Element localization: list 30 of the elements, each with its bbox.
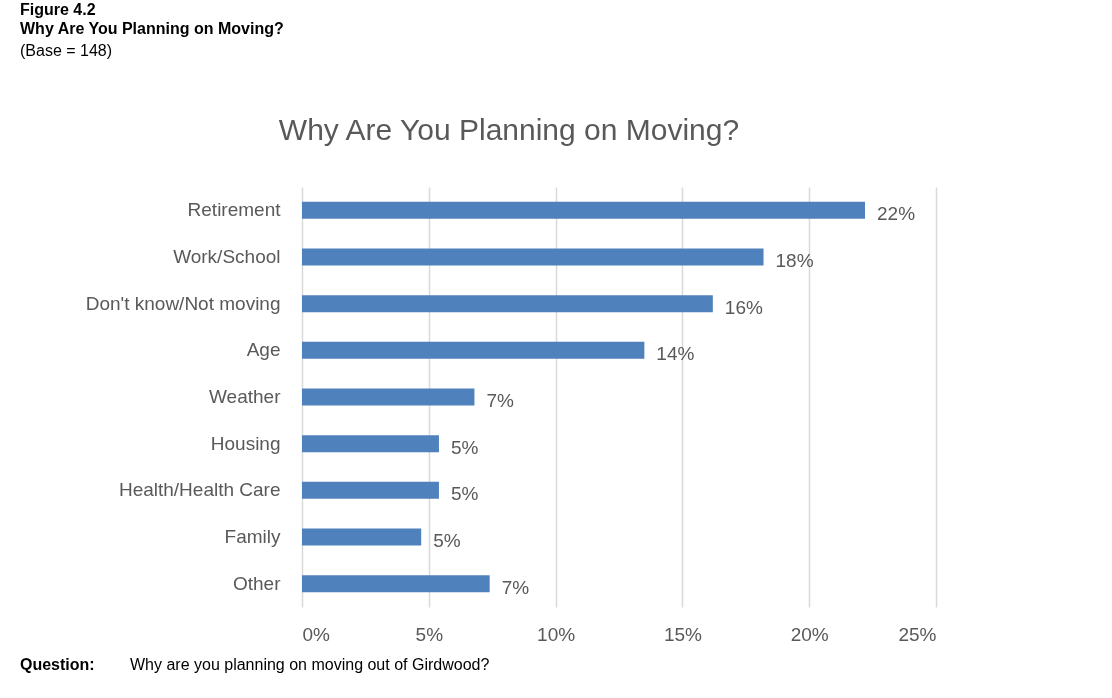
x-tick-label: 15% (663, 623, 703, 645)
y-tick-label: Health/Health Care (118, 479, 281, 501)
x-tick-label: 25% (898, 623, 937, 645)
caption: Figure 4.2 (20, 1, 96, 18)
chart-title: Why Are You Planning on Moving? (278, 113, 740, 146)
data-label: 5% (450, 436, 479, 458)
y-tick-label: Weather (209, 386, 282, 407)
data-label: 14% (656, 343, 695, 365)
text: Question: (20, 656, 95, 673)
data-label: 7% (486, 390, 515, 411)
y-tick-label: Housing (210, 432, 281, 454)
y-tick-label: Family (224, 526, 281, 547)
y-tick-label: Don't know/Not moving (85, 292, 281, 314)
data-label: 16% (724, 296, 763, 318)
x-tick-label: 20% (790, 623, 829, 645)
text: (Base = 148) (20, 42, 113, 59)
text: Why Are You Planning on Moving? (20, 20, 284, 37)
data-label: 18% (775, 250, 814, 271)
y-tick-label: Work/School (173, 246, 281, 267)
x-tick-label: 0% (302, 623, 331, 645)
data-label: 5% (433, 530, 461, 551)
y-tick-label: Other (232, 572, 282, 594)
text: Why are you planning on moving out of Girdwood? (130, 656, 490, 673)
x-tick-label: 5% (415, 623, 444, 645)
y-tick-label: Retirement (187, 199, 282, 221)
data-label: 22% (876, 203, 916, 225)
data-label: 5% (450, 483, 479, 505)
x-tick-label: 10% (537, 623, 576, 645)
y-tick-label: Age (246, 339, 281, 361)
data-label: 7% (501, 576, 530, 598)
